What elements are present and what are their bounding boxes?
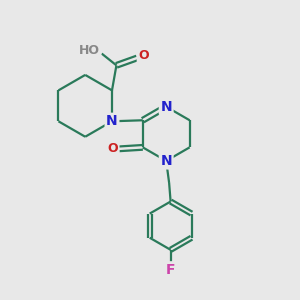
Text: F: F bbox=[166, 263, 175, 277]
Text: HO: HO bbox=[79, 44, 100, 56]
Text: N: N bbox=[160, 154, 172, 168]
Text: N: N bbox=[160, 100, 172, 114]
Text: N: N bbox=[106, 114, 118, 128]
Text: O: O bbox=[138, 49, 149, 62]
Text: O: O bbox=[107, 142, 118, 155]
